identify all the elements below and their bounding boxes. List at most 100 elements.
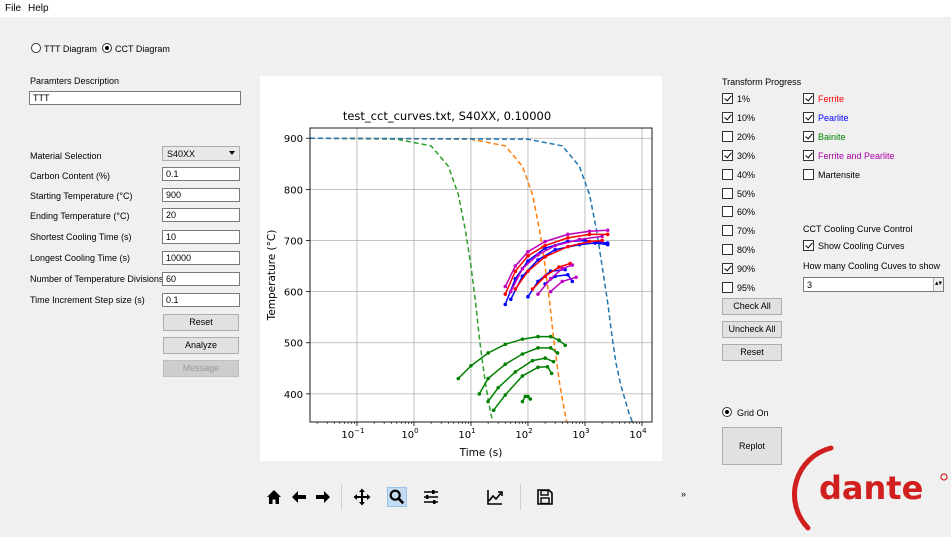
cooling-count-spinbox[interactable]: 3 ▴▾ xyxy=(803,277,944,292)
phase-point xyxy=(526,269,530,273)
phase-point xyxy=(536,334,540,339)
show-cooling-curves-checkbox[interactable] xyxy=(803,240,814,251)
analyze-button[interactable]: Analyze xyxy=(163,337,239,354)
temperature-divisions-input[interactable]: 60 xyxy=(162,272,240,286)
progress-checkbox[interactable] xyxy=(722,244,733,256)
phase-line xyxy=(504,229,608,287)
phase-checkbox[interactable] xyxy=(803,168,814,180)
ttt-diagram-radio[interactable] xyxy=(31,43,41,53)
more-tools-icon[interactable]: » xyxy=(681,489,687,499)
progress-reset-button[interactable]: Reset xyxy=(722,344,782,361)
progress-checkbox[interactable] xyxy=(722,111,733,123)
material-select-value: S40XX xyxy=(167,149,196,159)
param-label: Ending Temperature (°C) xyxy=(30,211,130,221)
cooling-curve xyxy=(309,137,494,423)
forward-icon[interactable] xyxy=(313,487,333,507)
description-input[interactable]: TTT xyxy=(29,91,241,105)
progress-checkbox[interactable] xyxy=(722,282,733,293)
progress-checkbox[interactable] xyxy=(722,225,733,237)
phase-point xyxy=(593,241,597,245)
plot-canvas[interactable]: 10−1 100 101 102 103 104 400 500 600 700 800 900 tes… xyxy=(260,76,662,461)
phase-point xyxy=(548,289,553,294)
progress-checkbox[interactable] xyxy=(722,149,733,161)
cct-diagram-radio[interactable] xyxy=(102,43,112,53)
phase-line xyxy=(514,239,603,290)
phase-checkbox[interactable] xyxy=(803,93,814,104)
phase-point xyxy=(548,346,553,350)
longest-cooling-time-input[interactable]: 10000 xyxy=(162,251,240,265)
phase-point xyxy=(548,277,553,281)
phase-point xyxy=(526,394,530,399)
phase-point xyxy=(528,397,533,401)
progress-checkbox-label: 90% xyxy=(737,264,756,275)
phase-point xyxy=(520,266,525,271)
x-tick-label: 100 xyxy=(401,427,418,441)
phase-point xyxy=(570,279,575,284)
reset-button[interactable]: Reset xyxy=(163,314,239,331)
zoom-icon[interactable] xyxy=(387,487,407,507)
time-increment-input[interactable]: 0.1 xyxy=(162,293,240,307)
phase-checkbox[interactable] xyxy=(803,111,814,123)
phase-point xyxy=(543,255,547,259)
phase-point xyxy=(536,365,540,370)
progress-checkbox[interactable] xyxy=(722,263,733,275)
menu-file[interactable]: File xyxy=(5,3,22,14)
home-icon[interactable] xyxy=(264,487,284,507)
grid-on-radio[interactable] xyxy=(722,407,732,417)
x-tick-label: 102 xyxy=(515,427,532,441)
pan-icon[interactable] xyxy=(352,487,372,507)
phase-point xyxy=(563,343,567,348)
progress-checkbox[interactable] xyxy=(722,187,733,199)
carbon-content-input[interactable]: 0.1 xyxy=(162,167,240,181)
transform-progress-title: Transform Progress xyxy=(722,77,802,87)
phase-point xyxy=(549,371,554,376)
phase-point xyxy=(548,334,553,339)
phase-point xyxy=(503,292,508,296)
uncheck-all-button[interactable]: Uncheck All xyxy=(722,321,782,338)
x-tick-label: 104 xyxy=(629,427,647,441)
phase-point xyxy=(526,254,530,258)
dante-logo: dante xyxy=(792,445,948,531)
progress-checkbox-label: 10% xyxy=(737,112,756,123)
phase-point xyxy=(566,244,570,249)
material-select[interactable]: S40XX xyxy=(162,146,240,161)
phase-point xyxy=(605,242,610,247)
message-button[interactable]: Message xyxy=(163,360,239,377)
phase-point xyxy=(486,351,490,355)
phase-line xyxy=(550,276,577,293)
edit-axis-icon[interactable] xyxy=(485,487,505,507)
configure-icon[interactable] xyxy=(421,487,441,507)
phase-point xyxy=(530,358,535,363)
phase-point xyxy=(600,234,604,239)
phase-point xyxy=(503,362,508,367)
menu-help[interactable]: Help xyxy=(28,3,49,14)
progress-checkbox[interactable] xyxy=(722,130,733,142)
shortest-cooling-time-input[interactable]: 10 xyxy=(162,230,240,244)
toolbar-separator xyxy=(520,484,521,510)
phase-point xyxy=(536,258,540,262)
check-all-button[interactable]: Check All xyxy=(722,298,782,315)
x-axis-label: Time (s) xyxy=(459,447,503,459)
progress-checkbox[interactable] xyxy=(722,168,733,180)
replot-button[interactable]: Replot xyxy=(722,427,782,465)
spin-arrows-icon[interactable]: ▴▾ xyxy=(933,278,943,291)
ttt-diagram-label: TTT Diagram xyxy=(44,44,97,54)
phase-checkbox-label: Martensite xyxy=(818,169,861,180)
phase-point xyxy=(543,239,547,244)
cooling-curve xyxy=(309,137,634,423)
progress-checkbox[interactable] xyxy=(722,93,733,104)
starting-temperature-input[interactable]: 900 xyxy=(162,188,240,202)
save-icon[interactable] xyxy=(535,487,555,507)
phase-checkbox[interactable] xyxy=(803,149,814,161)
phase-point xyxy=(577,237,582,242)
phase-line xyxy=(493,366,553,411)
progress-checkbox[interactable] xyxy=(722,206,733,218)
back-icon[interactable] xyxy=(289,487,309,507)
progress-checkbox-label: 70% xyxy=(737,226,756,237)
phase-point xyxy=(469,363,473,368)
phase-point xyxy=(536,253,540,257)
phase-point xyxy=(605,228,610,233)
ending-temperature-input[interactable]: 20 xyxy=(162,208,240,222)
phase-point xyxy=(523,394,528,399)
phase-checkbox[interactable] xyxy=(803,130,814,142)
